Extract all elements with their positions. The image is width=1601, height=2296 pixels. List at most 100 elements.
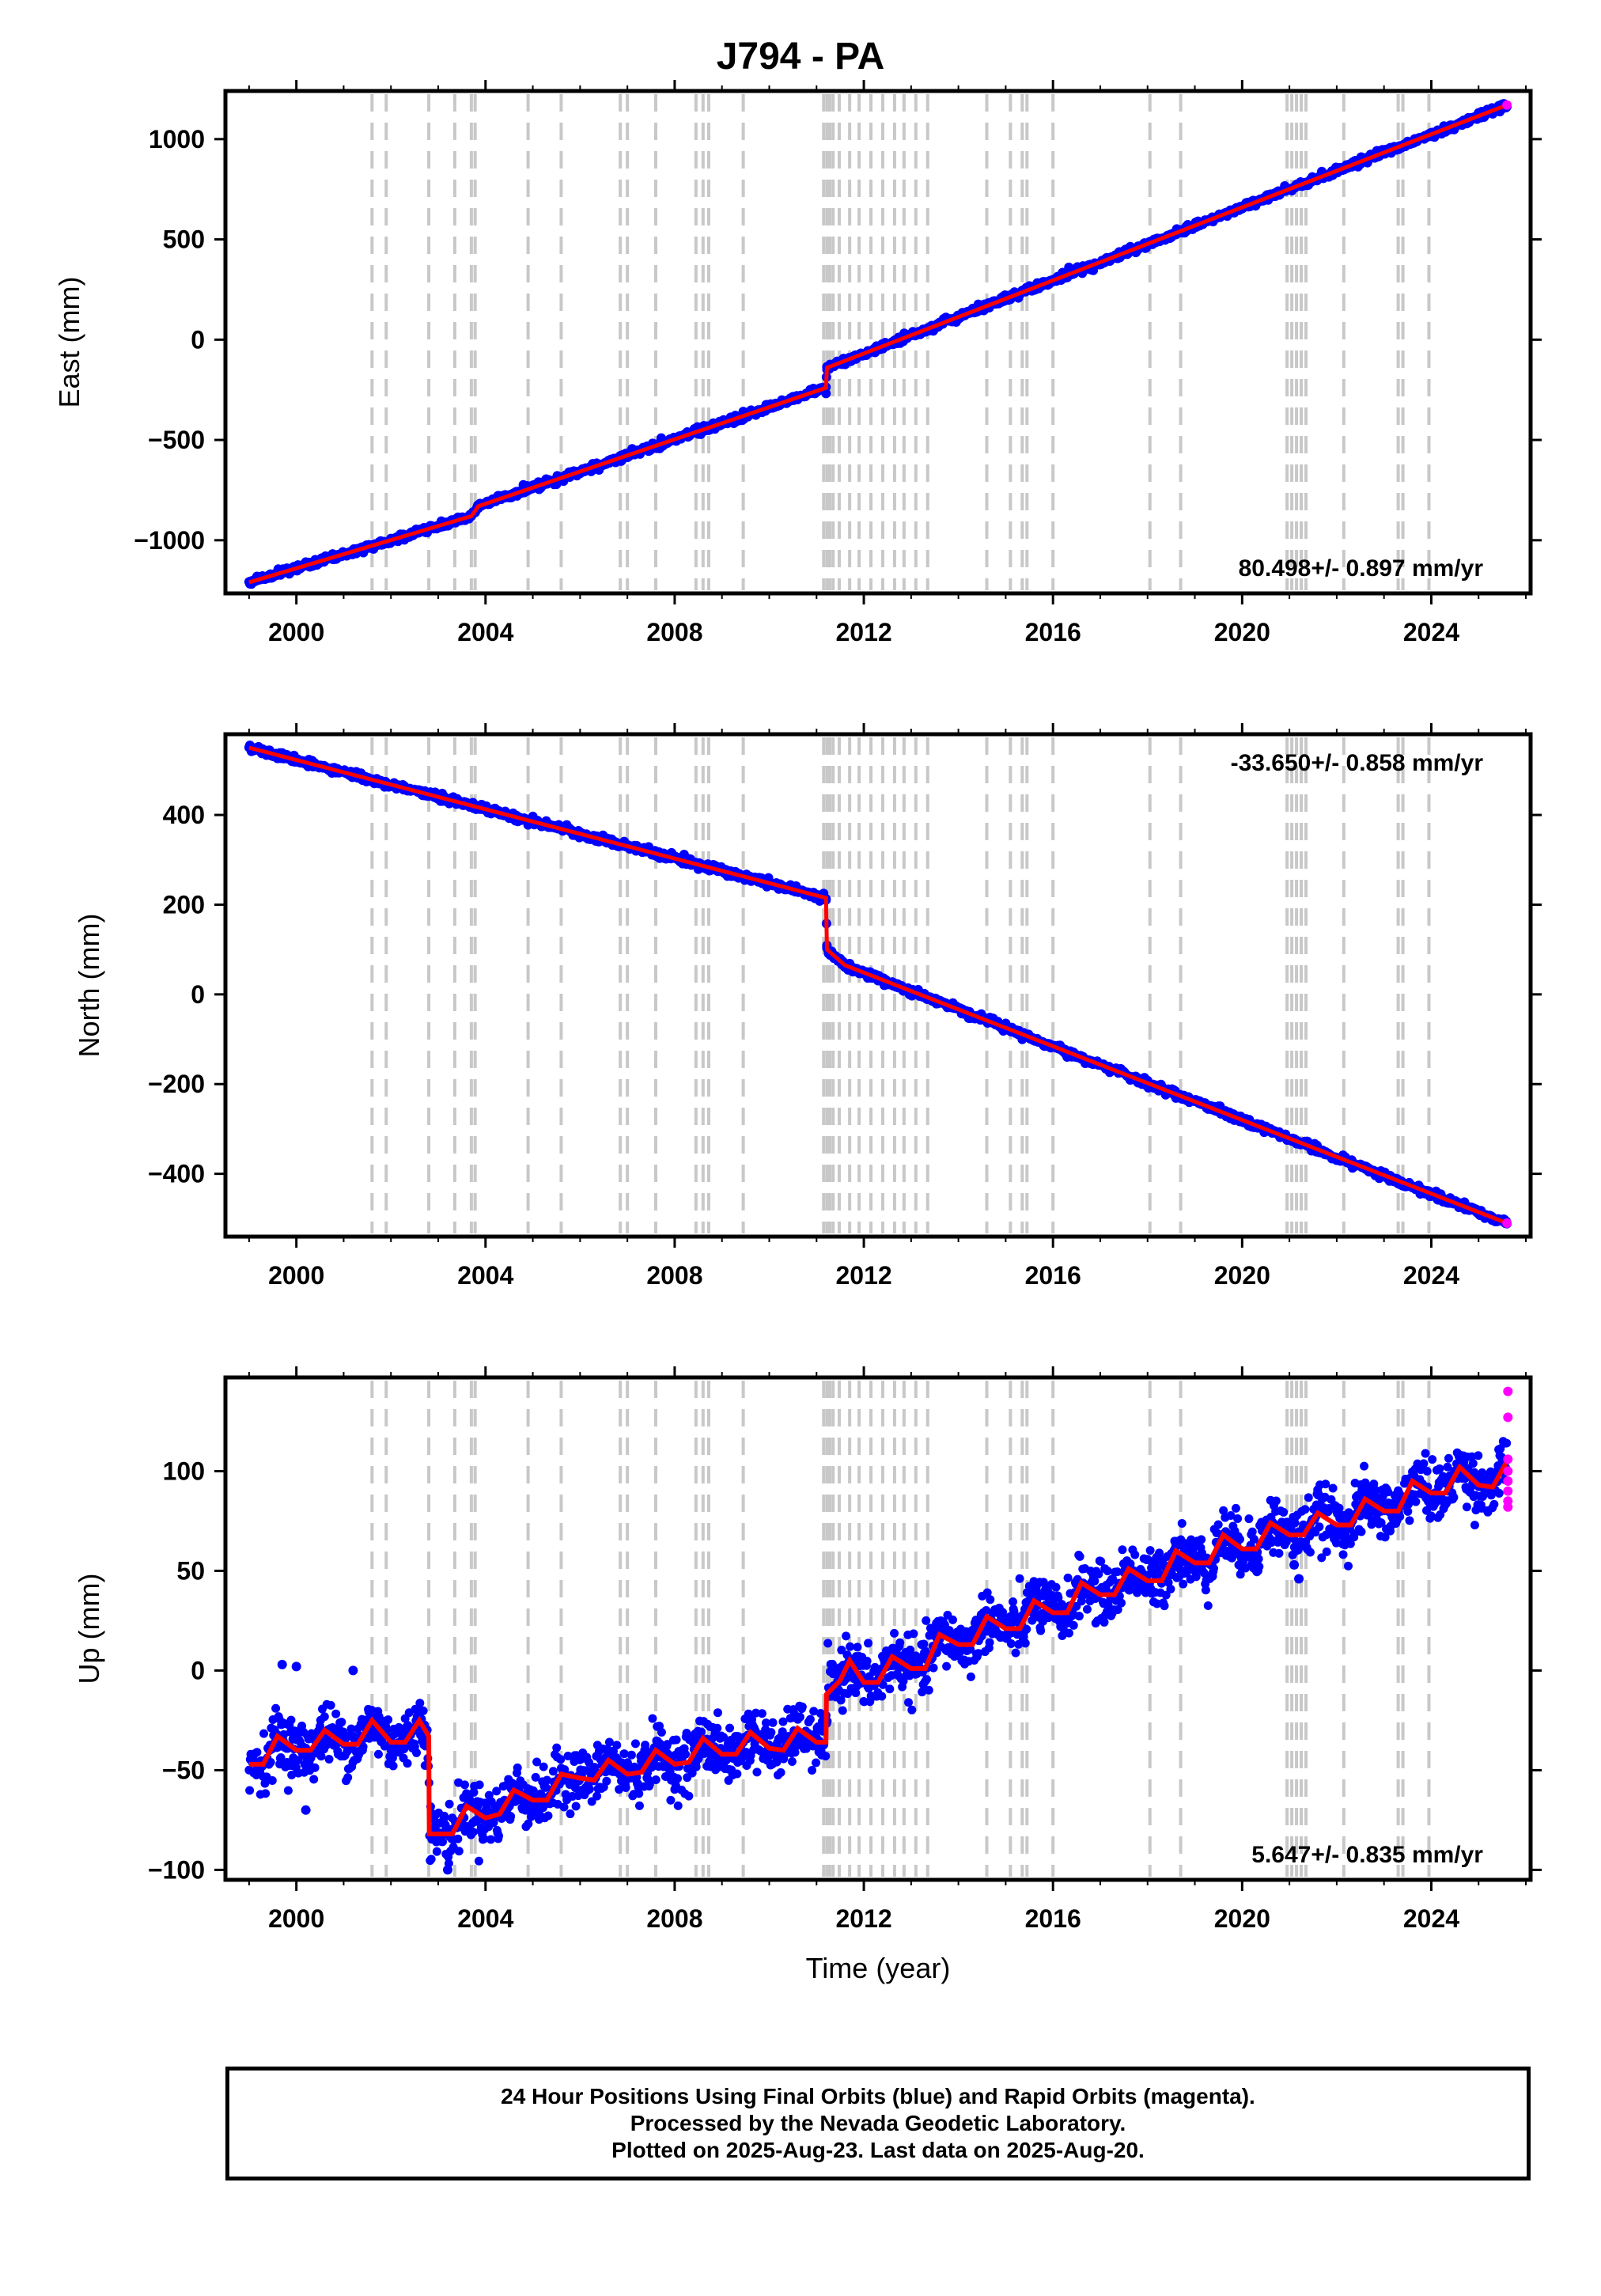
final-orbit-point	[1082, 1605, 1092, 1614]
final-orbit-point	[697, 1727, 706, 1737]
x-tick-label: 2016	[1025, 1261, 1081, 1290]
final-orbit-point	[440, 1811, 449, 1821]
rapid-orbit-point	[1502, 100, 1512, 110]
final-orbit-point	[821, 1752, 831, 1761]
final-orbit-point	[1069, 1620, 1078, 1630]
final-orbit-point	[604, 1737, 614, 1747]
model-line	[248, 745, 1508, 1226]
final-orbit-point	[548, 1767, 558, 1776]
final-orbit-point	[842, 1631, 851, 1641]
final-orbit-point	[657, 1727, 666, 1737]
final-orbit-point	[790, 1748, 800, 1757]
x-tick-label: 2008	[646, 618, 702, 646]
final-orbit-point	[474, 1856, 483, 1866]
final-orbit-point	[432, 1847, 441, 1856]
final-orbit-point	[293, 1756, 303, 1765]
final-orbit-point	[532, 1757, 542, 1767]
final-orbit-point	[651, 1775, 660, 1784]
final-orbit-point	[543, 1811, 553, 1821]
final-orbit-point	[713, 1723, 722, 1733]
final-orbit-point	[787, 1757, 797, 1767]
x-tick-label: 2000	[268, 618, 324, 646]
final-orbit-point	[713, 1708, 722, 1718]
final-orbit-point	[1051, 1582, 1061, 1592]
final-orbit-point	[924, 1685, 933, 1695]
final-orbit-point	[621, 1783, 630, 1792]
final-orbit-point	[524, 1819, 533, 1828]
y-tick-label: −1000	[134, 526, 205, 555]
final-orbit-point	[309, 1775, 319, 1784]
final-orbit-point	[823, 1639, 833, 1648]
final-orbit-point	[634, 1789, 644, 1798]
final-orbit-point	[648, 1714, 657, 1723]
final-orbit-point	[666, 1795, 676, 1805]
final-orbit-point	[566, 1809, 575, 1819]
final-orbit-point	[445, 1799, 454, 1809]
final-orbit-point	[287, 1770, 297, 1779]
panel-east: 2000 2004 2008 2012 2016 2020 2024−1000−500050…	[53, 80, 1542, 646]
final-orbit-point	[684, 1791, 694, 1801]
y-tick-label: −500	[148, 426, 205, 454]
final-orbit-point	[1011, 1648, 1020, 1658]
final-orbit-point	[559, 1802, 569, 1812]
final-orbit-point	[776, 1767, 785, 1777]
final-orbit-point	[453, 1834, 463, 1843]
final-orbit-point	[761, 1718, 770, 1728]
final-orbit-point	[634, 1801, 644, 1810]
y-tick-label: 1000	[149, 125, 205, 153]
final-orbit-point	[922, 1616, 931, 1625]
final-orbit-point	[768, 1718, 778, 1727]
final-orbit-point	[506, 1812, 516, 1821]
final-orbit-point	[797, 1702, 807, 1711]
x-tick-label: 2024	[1403, 618, 1459, 646]
x-tick-label: 2004	[457, 618, 513, 646]
final-orbit-point	[1006, 1639, 1016, 1649]
final-orbit-point	[626, 1750, 636, 1760]
final-orbit-point	[384, 1715, 393, 1725]
final-orbit-point	[266, 1757, 275, 1767]
final-orbit-point	[489, 1818, 498, 1828]
final-orbit-point	[492, 1786, 501, 1796]
final-orbit-point	[486, 1835, 495, 1844]
final-orbit-point	[778, 1717, 788, 1726]
final-orbit-point	[966, 1672, 975, 1681]
x-tick-label: 2020	[1214, 1261, 1270, 1290]
final-orbit-point	[587, 1797, 596, 1806]
x-tick-label: 2012	[835, 1261, 891, 1290]
plot-frame	[223, 732, 1533, 1239]
final-orbit-point	[602, 1776, 611, 1786]
plot-area	[244, 740, 1512, 1229]
final-orbit-point	[585, 1784, 594, 1794]
final-orbit-point	[337, 1718, 346, 1727]
final-orbit-point	[1075, 1552, 1084, 1561]
final-orbit-point	[673, 1774, 683, 1783]
final-orbit-point	[752, 1767, 762, 1777]
final-orbit-point	[552, 1743, 562, 1752]
final-orbit-point	[948, 1615, 957, 1624]
final-orbit-point	[895, 1638, 905, 1647]
final-orbit-point	[245, 1786, 255, 1795]
final-orbit-point	[426, 1855, 436, 1864]
final-orbit-point	[563, 1752, 573, 1761]
final-orbit-point	[276, 1753, 286, 1763]
final-orbit-point	[1015, 1574, 1024, 1583]
panel-north: 2000 2004 2008 2012 2016 2020 2024−400−2000200…	[73, 723, 1542, 1290]
final-orbit-point	[286, 1715, 296, 1725]
y-tick-label: −200	[148, 1070, 205, 1098]
plot-area	[244, 1437, 1512, 1875]
panel-up: 2000 2004 2008 2012 2016 2020 2024−100−5005010…	[73, 1366, 1542, 1984]
final-orbit-point	[809, 1707, 819, 1716]
y-tick-label: 400	[163, 801, 205, 829]
final-orbit-point	[862, 1656, 872, 1665]
final-orbit-point	[310, 1763, 320, 1772]
final-orbit-point	[1063, 1573, 1073, 1582]
model-line	[248, 103, 1508, 585]
final-orbit-point	[494, 1831, 504, 1840]
rate-label: -33.650+/- 0.858 mm/yr	[1231, 750, 1484, 776]
final-orbit-point	[691, 1762, 701, 1771]
y-axis-label: East (mm)	[53, 277, 85, 408]
final-orbit-point	[615, 1785, 624, 1794]
final-orbit-point	[571, 1802, 581, 1811]
final-orbit-point	[454, 1847, 464, 1856]
